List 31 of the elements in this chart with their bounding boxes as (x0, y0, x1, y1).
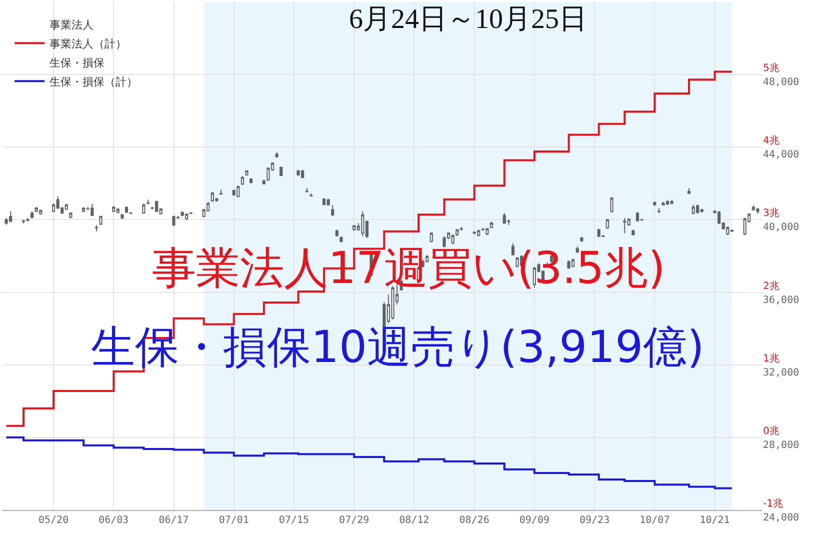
x-tick-label: 09/09 (519, 515, 550, 526)
text: 生保・損保 (50, 56, 105, 70)
y-tick-label: 24,000 (763, 512, 800, 524)
x-tick-label: 07/15 (278, 515, 310, 526)
y2-tick-label: 0兆 (763, 424, 780, 437)
x-tick-label: 10/21 (700, 515, 730, 526)
y-tick-label: 40,000 (763, 222, 800, 234)
y2-tick-label: 3兆 (763, 207, 780, 220)
y2-tick-label: 1兆 (763, 352, 780, 364)
y-tick-label: 48,000 (763, 77, 800, 88)
x-tick-label: 06/17 (158, 515, 189, 526)
x-tick-label: 08/12 (399, 515, 430, 526)
y-tick-label: 44,000 (763, 150, 800, 161)
y2-tick-label: -1兆 (763, 498, 783, 510)
x-tick-label: 07/29 (339, 515, 370, 526)
text: 事業法人 (50, 18, 94, 32)
x-tick-label: 09/23 (579, 515, 610, 526)
x-tick-label: 07/01 (218, 515, 249, 526)
x-tick-label: 10/07 (640, 515, 670, 526)
x-tick-label: 08/26 (459, 515, 490, 526)
band-label: 6月24日～10月25日 (349, 4, 587, 35)
y-tick-label: 36,000 (763, 294, 800, 306)
legend-label: 事業法人（計） (50, 37, 127, 50)
y2-tick-label: 5兆 (763, 62, 780, 74)
x-tick-label: 05/20 (38, 515, 69, 526)
y2-tick-label: 2兆 (763, 280, 780, 292)
y2-tick-label: 4兆 (763, 134, 780, 147)
y-tick-label: 32,000 (763, 367, 800, 378)
legend-label: 生保・損保（計） (50, 75, 138, 88)
y-tick-label: 28,000 (763, 440, 800, 451)
x-tick-label: 06/03 (98, 515, 129, 526)
